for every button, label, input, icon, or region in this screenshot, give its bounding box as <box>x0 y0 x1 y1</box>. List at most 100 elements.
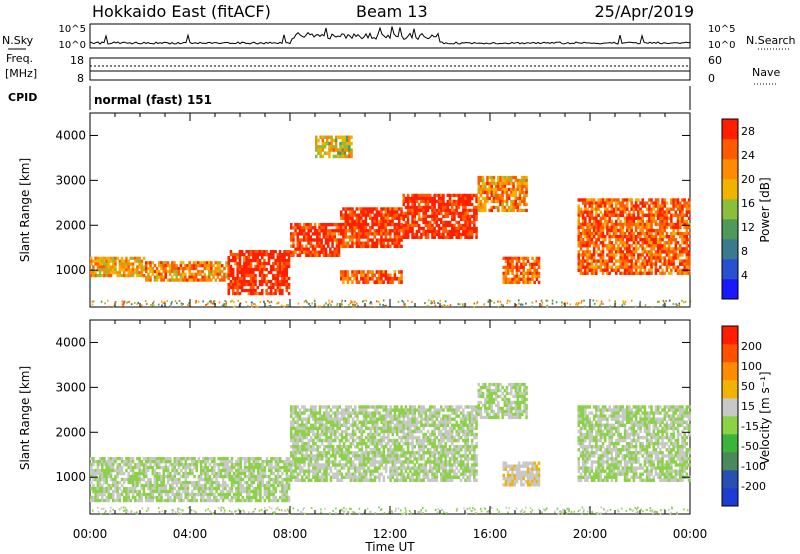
power-cell <box>506 268 510 272</box>
velocity-cell <box>204 457 207 461</box>
velocity-cell <box>246 489 249 494</box>
power-cell <box>659 210 662 214</box>
power-cell <box>341 154 344 159</box>
velocity-cell <box>103 492 106 497</box>
power-cell <box>337 244 341 248</box>
power-cell <box>184 267 187 271</box>
power-cell <box>654 210 658 214</box>
power-cell <box>687 265 691 269</box>
power-cell <box>531 265 534 269</box>
power-cell <box>683 262 686 266</box>
power-cell <box>155 269 159 274</box>
power-cell <box>529 265 532 269</box>
power-ground-cell <box>462 304 464 307</box>
power-cell <box>520 271 523 275</box>
velocity-cell <box>241 457 245 461</box>
power-ground-cell <box>157 303 160 306</box>
power-cell <box>473 193 476 198</box>
velocity-cell <box>101 492 104 497</box>
power-ground-cell <box>446 304 449 307</box>
power-cell <box>402 235 405 239</box>
velocity-cell <box>206 492 209 497</box>
velocity-cell <box>274 486 278 491</box>
power-cell <box>681 238 684 242</box>
velocity-cell <box>274 465 278 470</box>
power-cell <box>238 253 242 257</box>
power-cell <box>650 201 653 205</box>
power-cell <box>362 235 365 239</box>
power-ground-cell <box>352 305 355 308</box>
power-cell <box>342 273 345 278</box>
power-ground-cell <box>665 300 667 303</box>
velocity-cell <box>283 463 286 467</box>
velocity-cell <box>116 457 119 461</box>
power-cell <box>355 222 359 227</box>
power-cell <box>623 216 627 220</box>
power-cell <box>402 226 405 231</box>
power-cell <box>448 223 452 228</box>
velocity-cell <box>90 465 93 470</box>
velocity-cell <box>325 469 328 473</box>
power-cell <box>654 268 658 272</box>
power-cell <box>346 280 350 284</box>
power-cell <box>606 198 609 202</box>
power-cell <box>586 201 589 205</box>
power-cell <box>667 262 671 266</box>
power-cell <box>648 216 651 220</box>
velocity-cell <box>250 474 253 479</box>
power-cell <box>473 223 476 228</box>
power-cell <box>197 264 200 268</box>
velocity-cell <box>226 474 229 479</box>
power-cell <box>490 184 493 189</box>
velocity-cell <box>292 438 295 443</box>
velocity-cell <box>213 471 216 476</box>
velocity-cell <box>144 457 148 461</box>
velocity-cell <box>336 475 339 479</box>
power-cell <box>149 261 152 265</box>
power-ground-cell <box>164 301 166 304</box>
velocity-cell <box>296 472 300 476</box>
velocity-cell <box>334 417 337 421</box>
power-cell <box>162 275 165 279</box>
power-cell <box>663 225 666 230</box>
power-cell <box>232 273 235 278</box>
power-cell <box>526 277 530 281</box>
velocity-cell <box>127 498 130 503</box>
power-cell <box>318 232 321 236</box>
power-cell <box>155 275 159 279</box>
power-ground-cell <box>639 300 641 303</box>
power-cell <box>395 229 399 233</box>
power-cell <box>398 280 401 284</box>
velocity-cell <box>136 474 139 479</box>
power-cell <box>679 225 682 230</box>
velocity-cell <box>217 474 220 479</box>
power-cell <box>619 222 622 227</box>
power-cell <box>348 229 352 233</box>
power-cell <box>380 241 383 245</box>
power-cell <box>395 222 399 227</box>
power-cell <box>577 268 580 272</box>
velocity-cell <box>173 486 176 491</box>
power-cell <box>586 235 589 239</box>
power-cell <box>670 213 673 217</box>
velocity-cell <box>175 468 179 473</box>
velocity-cell <box>230 477 234 482</box>
power-cell <box>391 229 394 233</box>
velocity-cell <box>283 468 286 473</box>
velocity-cell <box>105 495 108 500</box>
power-cell <box>340 238 343 242</box>
power-cell <box>617 198 620 202</box>
velocity-cell <box>169 495 172 500</box>
power-cell <box>103 256 106 260</box>
velocity-cell <box>153 489 157 494</box>
velocity-cell <box>166 474 170 479</box>
velocity-cell <box>107 465 111 470</box>
power-cell <box>136 271 139 275</box>
power-cell <box>424 193 428 198</box>
power-cell <box>240 282 244 287</box>
power-cell <box>455 199 458 204</box>
power-cell <box>577 244 580 248</box>
power-cell <box>440 202 443 207</box>
power-cell <box>380 270 383 274</box>
power-cell <box>322 235 326 239</box>
